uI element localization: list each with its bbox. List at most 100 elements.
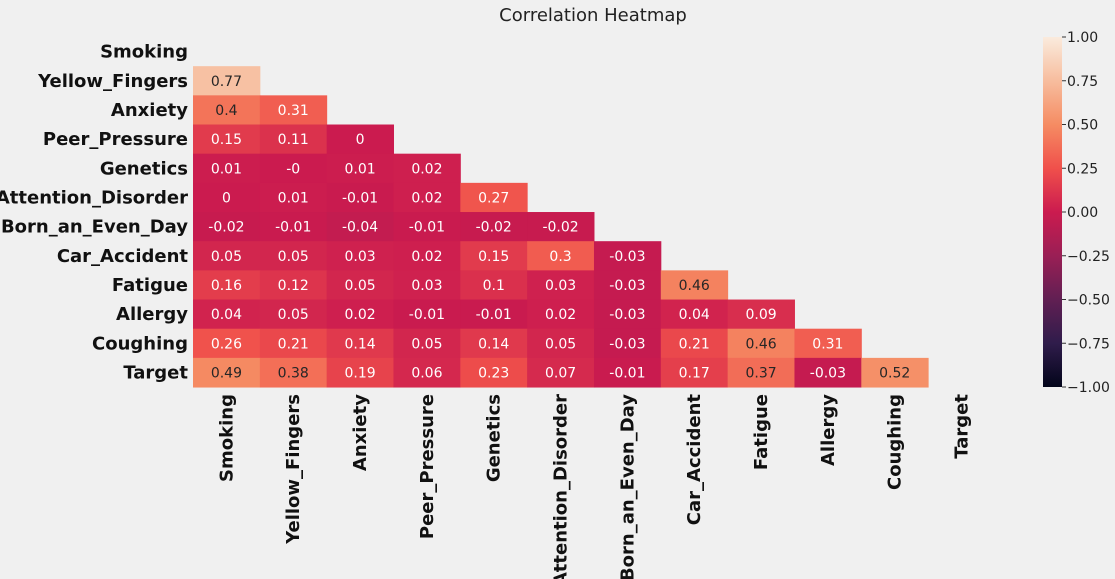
- heatmap-cell: [593, 299, 662, 330]
- cell-value-label: 0: [356, 132, 365, 148]
- heatmap-cell: [259, 153, 328, 184]
- heatmap-cell: [193, 182, 261, 213]
- cell-value-label: 0.31: [812, 336, 843, 352]
- cell-value-label: 0.14: [344, 336, 375, 352]
- heatmap-cell: [794, 328, 862, 359]
- y-tick-label: Born_an_Even_Day: [1, 217, 188, 238]
- cell-value-label: 0.11: [278, 132, 309, 148]
- heatmap-cell: [460, 328, 528, 359]
- cell-value-label: 0.02: [411, 249, 442, 265]
- y-axis-labels: Smoking Yellow_Fingers Anxiety Peer_Pressur…: [0, 42, 188, 384]
- heatmap-cell: [527, 241, 595, 271]
- x-tick-label: Target: [952, 394, 973, 459]
- heatmap-cell: [393, 299, 461, 330]
- heatmap-cell: [259, 241, 328, 271]
- cell-value-label: 0.17: [679, 365, 710, 381]
- heatmap-cell: [326, 299, 394, 330]
- y-tick-label: Smoking: [100, 42, 188, 63]
- heatmap-cell: [460, 241, 528, 271]
- heatmap-cell: [593, 357, 662, 388]
- heatmap-cells: 0.77 0.4 0.31 0.15 0.11 0 0.01 -0 0.01 0.02 0 0.01 -…: [193, 66, 929, 388]
- heatmap-cell: [527, 212, 595, 242]
- colorbar-tick-label: 0.75: [1067, 74, 1098, 90]
- colorbar-tick-label: −1.00: [1067, 380, 1110, 396]
- cell-value-label: 0.02: [411, 161, 442, 177]
- heatmap-cell: [727, 357, 795, 388]
- heatmap-cell: [527, 270, 595, 301]
- cell-value-label: 0.38: [278, 365, 309, 381]
- heatmap-cell: [259, 299, 328, 330]
- colorbar-tick-label: 0.50: [1067, 118, 1098, 134]
- cell-value-label: 0.77: [211, 74, 242, 90]
- heatmap-cell: [460, 299, 528, 330]
- y-tick-label: Fatigue: [112, 275, 188, 296]
- cell-value-label: 0.27: [478, 190, 509, 206]
- cell-value-label: -0.01: [609, 365, 645, 381]
- heatmap-cell: [393, 241, 461, 271]
- cell-value-label: -0.03: [609, 278, 645, 294]
- cell-value-label: 0.07: [545, 365, 576, 381]
- heatmap-cell: [727, 328, 795, 359]
- heatmap-cell: [660, 299, 729, 330]
- cell-value-label: -0.02: [476, 220, 512, 236]
- heatmap-cell: [393, 153, 461, 184]
- heatmap-cell: [193, 328, 261, 359]
- cell-value-label: 0.21: [278, 336, 309, 352]
- heatmap-cell: [193, 357, 261, 388]
- cell-value-label: 0.01: [344, 161, 375, 177]
- y-tick-label: Anxiety: [111, 100, 188, 121]
- cell-value-label: 0.15: [478, 249, 509, 265]
- cell-value-label: -0.01: [275, 220, 311, 236]
- heatmap-cell: [193, 299, 261, 330]
- heatmap-cell: [193, 95, 261, 126]
- cell-value-label: 0.19: [344, 365, 375, 381]
- heatmap-cell: [393, 270, 461, 301]
- cell-value-label: 0.03: [344, 249, 375, 265]
- y-tick-label: Allergy: [116, 304, 188, 325]
- y-tick-label: Peer_Pressure: [43, 129, 188, 150]
- y-tick-label: Yellow_Fingers: [37, 71, 188, 92]
- heatmap-cell: [460, 270, 528, 301]
- heatmap-cell: [259, 328, 328, 359]
- heatmap-cell: [460, 182, 528, 213]
- cell-value-label: 0.05: [278, 307, 309, 323]
- colorbar-ticks: 1.00 0.75 0.50 0.25 0.00 −0.25 −0.50 −0.75 −1.00: [1062, 30, 1110, 396]
- cell-value-label: 0.02: [545, 307, 576, 323]
- heatmap-cell: [259, 357, 328, 388]
- heatmap-cell: [193, 241, 261, 271]
- cell-value-label: -0.02: [208, 220, 244, 236]
- cell-value-label: 0.02: [344, 307, 375, 323]
- heatmap-cell: [527, 357, 595, 388]
- heatmap-cell: [593, 270, 662, 301]
- heatmap-cell: [193, 153, 261, 184]
- heatmap-cell: [326, 328, 394, 359]
- x-tick-label: Yellow_Fingers: [283, 394, 304, 545]
- cell-value-label: -0.03: [609, 249, 645, 265]
- x-tick-label: Attention_Disorder: [551, 394, 572, 579]
- heatmap-cell: [193, 212, 261, 242]
- cell-value-label: 0.4: [215, 103, 237, 119]
- colorbar-tick-label: −0.25: [1067, 249, 1110, 265]
- cell-value-label: 0.15: [211, 132, 242, 148]
- chart-title: Correlation Heatmap: [499, 5, 687, 26]
- x-tick-label: Peer_Pressure: [417, 394, 438, 539]
- cell-value-label: 0.16: [211, 278, 242, 294]
- x-tick-label: Allergy: [818, 394, 839, 466]
- heatmap-cell: [259, 212, 328, 242]
- heatmap-cell: [393, 357, 461, 388]
- heatmap-cell: [393, 328, 461, 359]
- x-tick-label: Coughing: [885, 394, 906, 490]
- cell-value-label: 0.14: [478, 336, 509, 352]
- heatmap-cell: [660, 357, 729, 388]
- cell-value-label: -0.03: [609, 307, 645, 323]
- cell-value-label: 0.09: [745, 307, 776, 323]
- heatmap-cell: [326, 357, 394, 388]
- cell-value-label: 0.1: [483, 278, 505, 294]
- cell-value-label: -0.03: [810, 365, 846, 381]
- heatmap-cell: [527, 328, 595, 359]
- cell-value-label: 0.3: [549, 249, 571, 265]
- heatmap-cell: [527, 299, 595, 330]
- cell-value-label: -0.01: [476, 307, 512, 323]
- heatmap-cell: [259, 95, 328, 126]
- colorbar-tick-label: −0.75: [1067, 336, 1110, 352]
